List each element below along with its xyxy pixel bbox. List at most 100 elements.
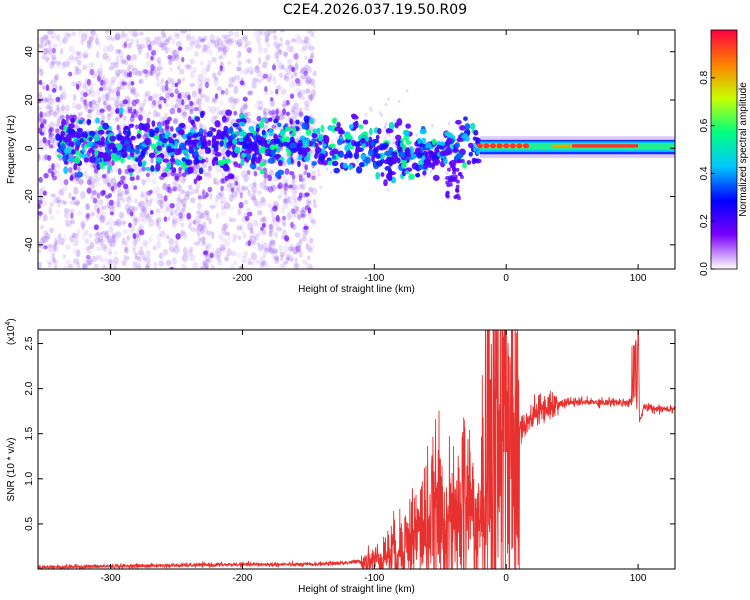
noise-speck [243, 102, 248, 111]
noise-speck-right [395, 166, 399, 171]
noise-speck [52, 61, 56, 66]
noise-speck [165, 234, 170, 240]
ridge-blob [244, 134, 249, 140]
noise-speck [294, 263, 300, 269]
noise-speck [265, 185, 270, 191]
ridge-blob [411, 162, 419, 170]
ridge-blob [261, 129, 266, 136]
noise-speck-dark [93, 168, 99, 174]
ridge-blob [384, 166, 392, 171]
ridge-blob [188, 147, 195, 154]
noise-speck-right [330, 139, 334, 144]
noise-speck [227, 233, 232, 242]
noise-speck [214, 196, 219, 202]
noise-speck [145, 60, 151, 68]
ridge-blob [295, 119, 300, 125]
noise-speck [190, 188, 195, 195]
top-x-axis-label: Height of straight line (km) [298, 284, 415, 295]
ridge-blob [74, 145, 80, 153]
noise-speck [197, 223, 204, 232]
noise-speck [312, 203, 318, 209]
ridge-blob [470, 122, 476, 131]
noise-speck [183, 194, 190, 201]
noise-speck [55, 209, 60, 215]
noise-speck [148, 218, 155, 227]
noise-speck [170, 172, 175, 178]
noise-speck [45, 110, 51, 118]
ridge-blob [332, 117, 337, 125]
noise-speck [236, 64, 242, 72]
noise-speck [176, 184, 182, 192]
ridge-blob [150, 165, 155, 172]
noise-speck [133, 239, 138, 247]
ridge-blob [98, 151, 105, 159]
noise-speck-right [384, 102, 388, 107]
ridge-blob [118, 107, 124, 115]
noise-speck [89, 241, 95, 250]
noise-speck [98, 205, 104, 213]
noise-speck-dark [88, 100, 93, 108]
noise-speck [281, 206, 286, 214]
noise-speck [105, 35, 113, 41]
noise-speck [124, 246, 129, 255]
noise-speck [167, 216, 171, 221]
noise-speck [305, 88, 311, 94]
noise-speck [242, 35, 249, 43]
noise-speck [95, 254, 101, 261]
noise-speck [186, 64, 193, 71]
noise-speck [81, 263, 88, 269]
noise-speck [139, 207, 146, 212]
noise-speck [67, 263, 74, 269]
noise-speck [224, 34, 231, 43]
noise-speck [179, 229, 186, 236]
noise-speck-dark [142, 68, 148, 74]
noise-speck [121, 260, 126, 267]
noise-speck [274, 231, 278, 239]
noise-speck [51, 250, 56, 257]
noise-speck [105, 231, 110, 240]
noise-speck-right [393, 118, 397, 123]
noise-speck [49, 106, 54, 112]
noise-speck [310, 218, 315, 224]
noise-speck [287, 64, 292, 70]
noise-speck [57, 189, 64, 196]
noise-speck-dark [295, 245, 301, 253]
noise-speck [104, 230, 110, 239]
noise-speck [195, 44, 202, 49]
noise-speck [124, 247, 131, 255]
noise-speck-dark [133, 185, 138, 190]
ridge-blob [190, 119, 195, 126]
noise-speck-dark [42, 118, 47, 125]
colorbar-tick-label-group: 0.2 [699, 214, 710, 228]
noise-speck [279, 36, 283, 42]
noise-speck-dark [295, 77, 301, 84]
noise-speck [77, 51, 83, 60]
noise-speck [160, 202, 166, 207]
noise-speck-dark [275, 88, 279, 95]
noise-speck-dark [51, 163, 55, 171]
noise-speck [199, 124, 204, 130]
noise-speck [86, 257, 93, 265]
noise-speck-dark [276, 184, 282, 190]
noise-speck [59, 187, 65, 196]
top-ytick-label: -40 [24, 237, 35, 252]
noise-speck [211, 231, 215, 240]
noise-speck [171, 104, 177, 111]
noise-speck [170, 48, 177, 56]
noise-speck [84, 31, 89, 39]
ridge-blob [364, 156, 371, 164]
noise-speck [109, 177, 113, 183]
noise-speck [69, 200, 76, 206]
noise-speck [104, 104, 108, 111]
noise-speck [193, 50, 199, 57]
noise-speck [154, 68, 161, 77]
noise-speck-dark [47, 154, 52, 161]
noise-speck [191, 90, 197, 98]
noise-speck [47, 93, 53, 101]
bottom-xtick-label: 100 [630, 573, 647, 584]
noise-speck [159, 199, 165, 205]
noise-speck-dark [51, 47, 56, 54]
noise-speck-dark [193, 178, 198, 185]
noise-speck-dark [290, 208, 296, 215]
noise-speck-dark [85, 254, 91, 260]
